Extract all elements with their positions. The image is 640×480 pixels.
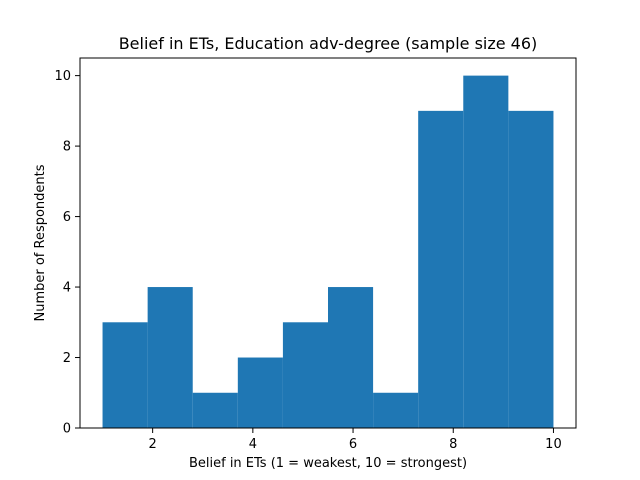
axes-frame	[79, 57, 577, 429]
histogram-bar	[418, 110, 464, 428]
y-tick-label: 6	[63, 210, 71, 225]
histogram-bar	[282, 322, 328, 428]
x-axis-label: Belief in ETs (1 = weakest, 10 = stronge…	[189, 456, 467, 471]
y-tick-label: 2	[63, 351, 71, 366]
y-tick-label: 8	[63, 140, 71, 155]
histogram-bar	[147, 287, 193, 428]
histogram-bar	[508, 110, 554, 428]
histogram-bar	[192, 392, 238, 428]
histogram-bar	[328, 287, 374, 428]
x-tick-label: 8	[449, 437, 457, 452]
x-axis-ticks: 2 4 6 8 10	[149, 428, 562, 452]
y-axis-label: Number of Respondents	[33, 164, 48, 321]
chart-title: Belief in ETs, Education adv-degree (sam…	[119, 34, 538, 53]
x-tick-label: 6	[349, 437, 357, 452]
x-tick-label: 2	[149, 437, 157, 452]
y-tick-label: 4	[63, 281, 71, 296]
y-axis-ticks: 0 2 4 6 8 10	[54, 69, 80, 437]
y-tick-label: 0	[63, 422, 71, 437]
histogram-bar	[237, 357, 283, 428]
histogram-bar	[463, 75, 509, 428]
histogram-bar	[373, 392, 419, 428]
bars-group	[102, 75, 554, 428]
y-tick-label: 10	[54, 69, 71, 84]
x-tick-label: 4	[249, 437, 257, 452]
x-tick-label: 10	[545, 437, 562, 452]
histogram-bar	[102, 322, 148, 428]
